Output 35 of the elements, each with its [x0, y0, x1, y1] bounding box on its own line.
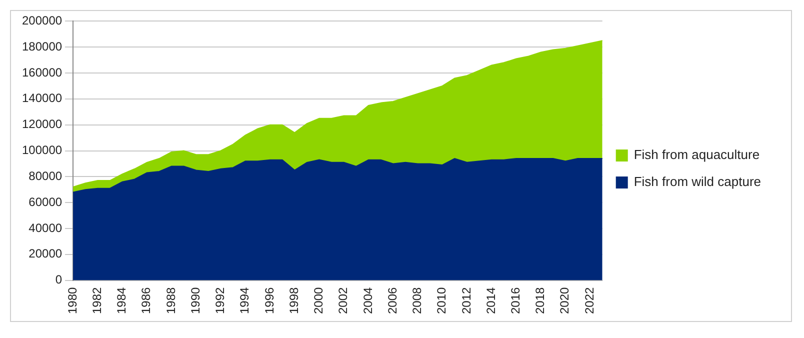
x-tick-label: 1988: [164, 286, 178, 314]
y-tick-label: 160000: [22, 65, 62, 80]
y-tick-label: 200000: [22, 14, 62, 28]
x-tick-label: 2004: [360, 286, 375, 314]
x-tick-label: 2002: [336, 286, 350, 314]
x-tick-label: 1980: [65, 286, 80, 314]
x-tick-label: 1982: [90, 286, 104, 314]
legend-label: Fish from wild capture: [634, 174, 762, 190]
y-tick-label: 80000: [28, 168, 62, 183]
y-tick-label: 60000: [28, 194, 62, 209]
y-tick-label: 140000: [22, 91, 62, 106]
x-tick-label: 2010: [434, 286, 449, 314]
x-tick-label: 2014: [484, 286, 498, 314]
y-tick-label: 20000: [28, 246, 62, 261]
x-tick-label: 2006: [385, 286, 400, 314]
x-tick-label: 1992: [213, 286, 228, 314]
x-tick-label: 1990: [188, 286, 202, 314]
y-tick-label: 0: [55, 272, 62, 287]
x-tick-label: 2020: [558, 286, 572, 314]
x-tick-label: 2018: [533, 286, 548, 314]
y-tick-label: 120000: [22, 117, 62, 132]
x-tick-label: 2016: [508, 286, 522, 314]
x-tick-label: 2000: [312, 286, 326, 314]
x-tick-label: 2008: [410, 286, 424, 314]
x-tick-label: 1996: [262, 286, 276, 314]
x-tick-label: 1998: [286, 286, 301, 314]
x-tick-label: 1984: [114, 286, 129, 314]
y-tick-label: 100000: [22, 143, 62, 158]
x-tick-label: 2012: [459, 286, 474, 314]
x-tick-label: 1994: [238, 286, 252, 314]
y-tick-label: 180000: [22, 39, 62, 54]
y-tick-label: 40000: [28, 220, 62, 235]
x-tick-label: 2022: [582, 286, 596, 314]
legend-label: Fish from aquaculture: [634, 147, 760, 162]
x-tick-label: 1986: [139, 286, 154, 314]
